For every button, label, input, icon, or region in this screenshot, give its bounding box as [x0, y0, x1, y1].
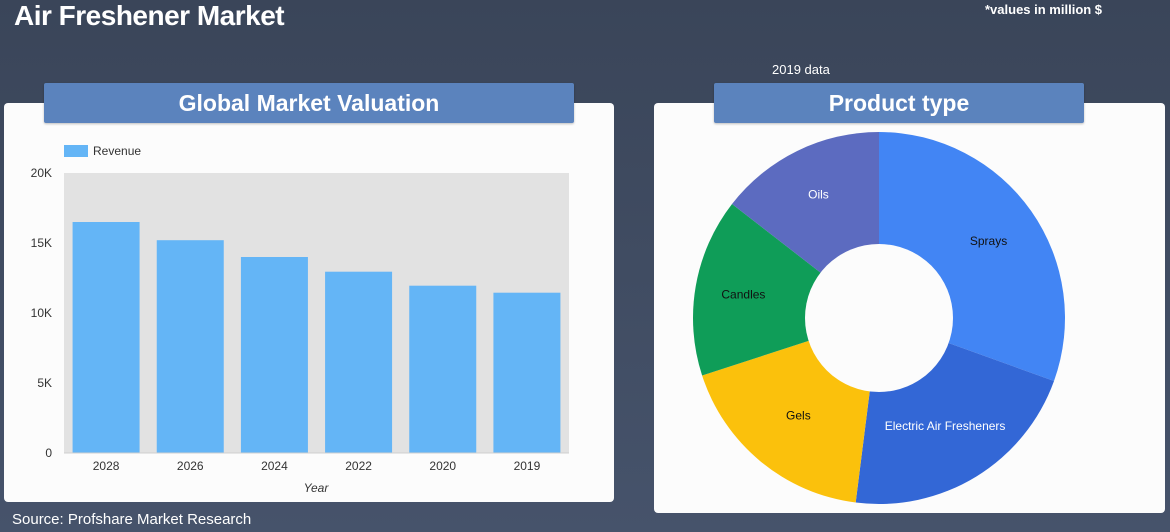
units-note: *values in million $ [985, 2, 1103, 17]
x-tick-label: 2020 [429, 459, 456, 473]
x-tick-label: 2028 [93, 459, 120, 473]
y-tick-label: 20K [31, 166, 52, 180]
slice-label-electric-air-fresheners: Electric Air Fresheners [885, 419, 1006, 433]
donut-hole [805, 244, 953, 392]
source-note: Source: Profshare Market Research [12, 511, 252, 528]
x-axis-title: Year [304, 481, 330, 495]
y-tick-label: 15K [31, 236, 52, 250]
x-tick-label: 2019 [514, 459, 541, 473]
y-tick-label: 10K [31, 306, 52, 320]
slice-label-oils: Oils [808, 187, 829, 201]
y-tick-label: 0 [45, 446, 52, 460]
bar-2024 [240, 257, 308, 453]
x-tick-label: 2022 [345, 459, 372, 473]
legend-label-revenue: Revenue [93, 144, 141, 158]
data-year-label: 2019 data [772, 62, 830, 77]
bar-2022 [325, 271, 393, 453]
y-tick-label: 5K [37, 376, 52, 390]
x-tick-label: 2024 [261, 459, 288, 473]
bar-2020 [409, 285, 477, 453]
x-tick-label: 2026 [177, 459, 204, 473]
bar-2026 [156, 240, 224, 453]
bar-2019 [493, 292, 561, 453]
plot-background [64, 173, 569, 453]
slice-label-sprays: Sprays [970, 234, 1007, 248]
slice-label-candles: Candles [721, 287, 765, 301]
bar-2028 [72, 222, 140, 453]
product-type-header: Product type [714, 83, 1084, 123]
market-valuation-header: Global Market Valuation [44, 83, 574, 123]
slice-label-gels: Gels [786, 408, 811, 422]
page-title: Air Freshener Market [14, 0, 285, 31]
legend-swatch-revenue [64, 145, 88, 157]
